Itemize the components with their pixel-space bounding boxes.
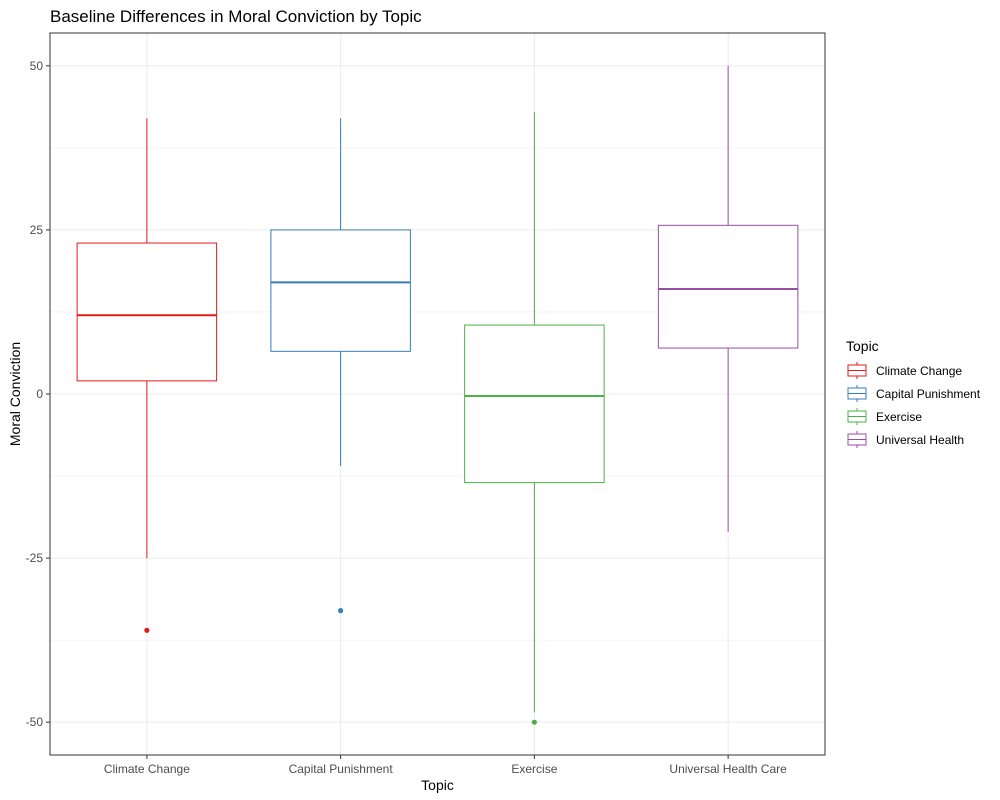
legend-item: Capital Punishment [847, 385, 981, 402]
x-tick-label: Climate Change [104, 762, 190, 776]
y-tick-label: -25 [26, 551, 44, 565]
y-axis-title: Moral Conviction [7, 342, 23, 446]
iqr-box [270, 229, 411, 352]
legend-label: Exercise [876, 410, 922, 424]
legend: Topic Climate Change Capital Punishment Ex… [846, 338, 981, 448]
x-tick-label: Universal Health Care [669, 762, 787, 776]
legend-title: Topic [846, 338, 879, 354]
legend-label: Climate Change [876, 364, 962, 378]
iqr-box [76, 242, 218, 382]
y-tick-label: 50 [30, 59, 44, 73]
y-tick-label: 25 [30, 223, 44, 237]
y-tick-label: 0 [36, 387, 43, 401]
iqr-box [657, 224, 799, 349]
iqr-box [464, 324, 605, 484]
axes: -50 -25 0 25 50 Climate Change Capital Punishm… [26, 59, 787, 776]
box-capital-punishment [270, 118, 411, 614]
chart-title: Baseline Differences in Moral Conviction… [50, 7, 422, 26]
outlier-point [531, 719, 537, 725]
box-climate-change [76, 118, 218, 633]
box-series [76, 65, 799, 725]
x-axis-title: Topic [421, 777, 454, 793]
legend-item: Climate Change [847, 362, 962, 379]
legend-label: Universal Health [876, 433, 964, 447]
legend-label: Capital Punishment [876, 387, 981, 401]
outlier-point [338, 608, 344, 614]
x-tick-label: Exercise [511, 762, 557, 776]
outlier-point [144, 627, 150, 633]
grid-lines [50, 33, 825, 755]
box-exercise [464, 111, 605, 725]
box-universal-health [657, 65, 799, 532]
x-tick-label: Capital Punishment [289, 762, 394, 776]
y-tick-label: -50 [26, 715, 44, 729]
legend-item: Exercise [847, 408, 922, 425]
legend-item: Universal Health [847, 431, 964, 448]
